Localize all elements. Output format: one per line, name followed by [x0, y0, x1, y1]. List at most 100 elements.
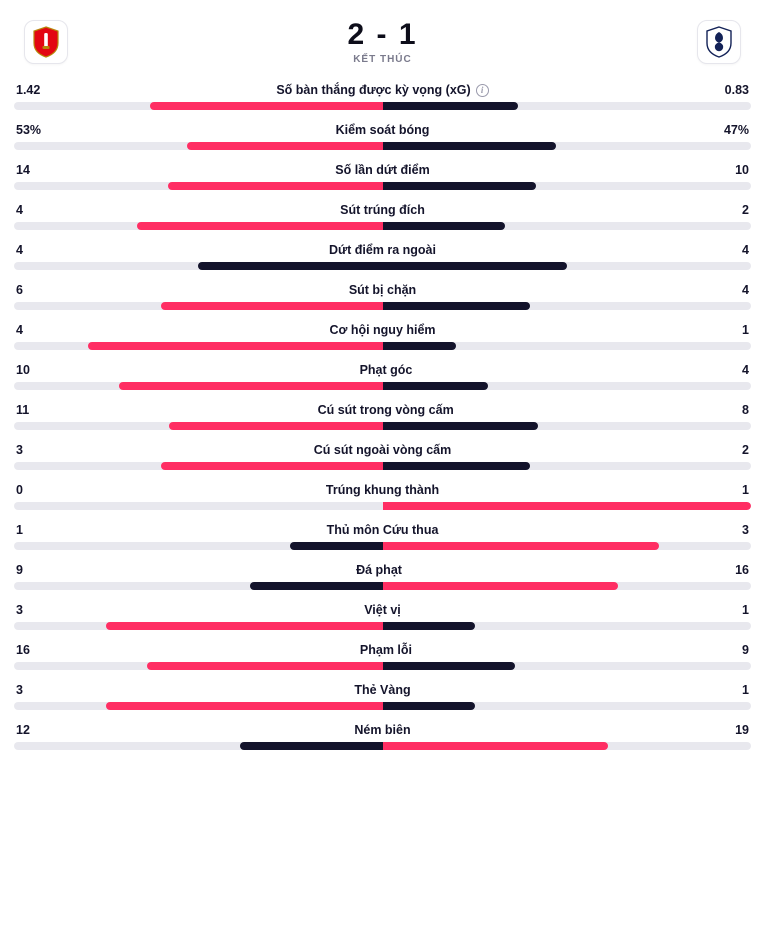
stat-row: 53% Kiểm soát bóng 47%	[14, 123, 751, 150]
stat-bar-track	[14, 422, 751, 430]
stat-row: 4Sút trúng đích2	[14, 203, 751, 230]
stat-away-value: 1	[742, 683, 749, 697]
stat-bar-track	[14, 742, 751, 750]
stat-home-value: 11	[16, 403, 29, 417]
stat-bar-track	[14, 662, 751, 670]
stat-away-value: 2	[742, 443, 749, 457]
stat-row: 4Cơ hội nguy hiểm1	[14, 323, 751, 350]
stat-labels: 11Cú sút trong vòng cấm8	[14, 403, 751, 422]
stat-name-text: Số bàn thắng được kỳ vọng (xG)	[276, 83, 470, 97]
stat-name: Thẻ Vàng	[354, 683, 410, 697]
stat-bar-away	[383, 742, 609, 750]
stat-away-value: 1	[742, 483, 749, 497]
stat-bar-track	[14, 142, 751, 150]
stat-bar-track	[14, 342, 751, 350]
stat-away-value: 3	[742, 523, 749, 537]
home-score: 2	[347, 18, 366, 51]
stat-bar-track	[14, 462, 751, 470]
stat-labels: 3Việt vị1	[14, 603, 751, 622]
stat-bar-track	[14, 542, 751, 550]
away-score: 1	[399, 18, 418, 51]
stat-bar-home	[106, 702, 382, 710]
stat-home-value: 14	[16, 163, 30, 177]
stat-home-value: 3	[16, 683, 23, 697]
stat-bar-home	[150, 102, 383, 110]
stat-name: Phạt góc	[360, 363, 413, 377]
stat-bar-away	[383, 222, 506, 230]
stat-bar-home	[187, 142, 382, 150]
stat-bar-away	[383, 182, 537, 190]
stat-bar-track	[14, 102, 751, 110]
stat-row: 16 Phạm lỗi 9	[14, 643, 751, 670]
stat-row: 9Đá phạt16	[14, 563, 751, 590]
stat-name: Sút bị chặn	[349, 283, 416, 297]
stat-labels: 16 Phạm lỗi 9	[14, 643, 751, 662]
stat-name-text: Cú sút trong vòng cấm	[318, 403, 454, 417]
stat-bar-away	[383, 462, 530, 470]
stat-labels: 6Sút bị chặn4	[14, 283, 751, 302]
info-icon[interactable]: i	[476, 84, 489, 97]
stat-row: 3Cú sút ngoài vòng cấm2	[14, 443, 751, 470]
stat-bar-away	[383, 582, 619, 590]
stat-home-value: 4	[16, 323, 23, 337]
match-status: KẾT THÚC	[347, 54, 417, 65]
stat-bar-away	[383, 302, 530, 310]
home-team-crest[interactable]	[24, 20, 68, 64]
stat-name: Dứt điểm ra ngoài	[329, 243, 436, 257]
stat-away-value: 9	[742, 643, 749, 657]
stat-home-value: 1	[16, 523, 23, 537]
stat-labels: 12Ném biên19	[14, 723, 751, 742]
stat-home-value: 1.42	[16, 83, 40, 97]
stat-name: Thủ môn Cứu thua	[327, 523, 439, 537]
stat-name-text: Số lần dứt điểm	[335, 163, 429, 177]
stat-name: Sút trúng đích	[340, 203, 425, 217]
stat-home-value: 4	[16, 243, 23, 257]
stat-labels: 1.42Số bàn thắng được kỳ vọng (xG)i0.83	[14, 83, 751, 102]
stat-name-text: Cơ hội nguy hiểm	[329, 323, 435, 337]
stat-bar-home	[240, 742, 383, 750]
stat-away-value: 4	[742, 283, 749, 297]
stat-name-text: Trúng khung thành	[326, 483, 439, 497]
stat-name: Phạm lỗi	[360, 643, 412, 657]
stat-bar-away	[383, 662, 516, 670]
stat-bar-home	[250, 582, 383, 590]
stat-name-text: Thẻ Vàng	[354, 683, 410, 697]
stat-labels: 4Sút trúng đích2	[14, 203, 751, 222]
stat-home-value: 4	[16, 203, 23, 217]
stat-bar-track	[14, 702, 751, 710]
stat-row: 1 Thủ môn Cứu thua 3	[14, 523, 751, 550]
stat-bar-away	[383, 382, 488, 390]
stat-name-text: Việt vị	[364, 603, 401, 617]
stat-home-value: 16	[16, 643, 30, 657]
stat-name-text: Đá phạt	[356, 563, 402, 577]
score-sep: -	[366, 18, 399, 51]
stat-bar-away	[383, 422, 538, 430]
stat-row: 11Cú sút trong vòng cấm8	[14, 403, 751, 430]
stat-bar-away	[383, 622, 475, 630]
arsenal-crest-icon	[32, 26, 60, 58]
stat-bar-track	[14, 222, 751, 230]
stat-bar-home	[161, 302, 382, 310]
stat-name: Số lần dứt điểm	[335, 163, 429, 177]
stat-name: Cú sút trong vòng cấm	[318, 403, 454, 417]
stat-labels: 4Cơ hội nguy hiểm1	[14, 323, 751, 342]
stat-labels: 53% Kiểm soát bóng 47%	[14, 123, 751, 142]
stat-home-value: 53%	[16, 123, 41, 137]
stat-bar-home	[119, 382, 382, 390]
stat-row: 4Dứt điểm ra ngoài4	[14, 243, 751, 270]
stat-bar-away	[383, 502, 752, 510]
stat-bar-away	[383, 542, 659, 550]
stat-away-value: 47%	[724, 123, 749, 137]
stat-name: Cú sút ngoài vòng cấm	[314, 443, 452, 457]
stat-row: 6Sút bị chặn4	[14, 283, 751, 310]
stat-name: Kiểm soát bóng	[336, 123, 430, 137]
stat-bar-home	[169, 422, 382, 430]
stat-labels: 10Phạt góc4	[14, 363, 751, 382]
stat-bar-away	[383, 142, 556, 150]
stat-name: Việt vị	[364, 603, 401, 617]
stat-row: 1.42Số bàn thắng được kỳ vọng (xG)i0.83	[14, 83, 751, 110]
stat-row: 12Ném biên19	[14, 723, 751, 750]
stat-name-text: Thủ môn Cứu thua	[327, 523, 439, 537]
away-team-crest[interactable]	[697, 20, 741, 64]
stat-labels: 9Đá phạt16	[14, 563, 751, 582]
